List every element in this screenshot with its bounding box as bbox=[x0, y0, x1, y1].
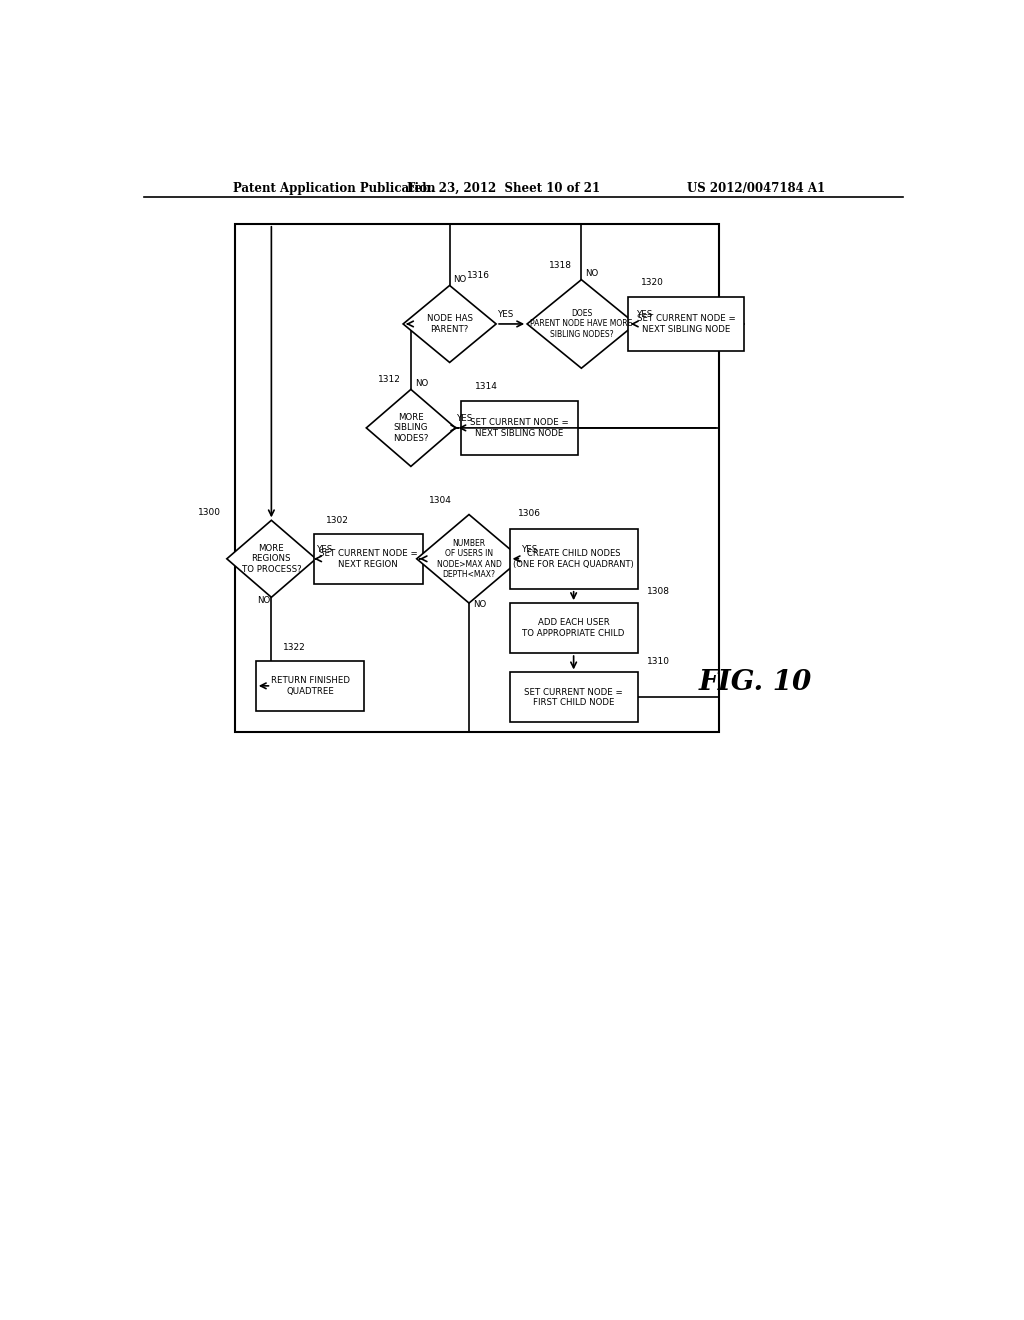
Polygon shape bbox=[226, 520, 316, 598]
FancyBboxPatch shape bbox=[256, 661, 365, 711]
Text: YES: YES bbox=[498, 310, 514, 319]
FancyBboxPatch shape bbox=[510, 672, 638, 722]
FancyBboxPatch shape bbox=[461, 401, 578, 455]
FancyBboxPatch shape bbox=[510, 529, 638, 589]
FancyBboxPatch shape bbox=[628, 297, 744, 351]
Text: 1304: 1304 bbox=[429, 496, 452, 506]
Text: 1316: 1316 bbox=[467, 271, 489, 280]
Text: NODE HAS
PARENT?: NODE HAS PARENT? bbox=[427, 314, 473, 334]
Text: SET CURRENT NODE =
NEXT SIBLING NODE: SET CURRENT NODE = NEXT SIBLING NODE bbox=[470, 418, 568, 438]
Text: NO: NO bbox=[415, 379, 428, 388]
Text: NUMBER
OF USERS IN
NODE>MAX AND
DEPTH<MAX?: NUMBER OF USERS IN NODE>MAX AND DEPTH<MA… bbox=[436, 539, 502, 579]
Text: YES: YES bbox=[457, 414, 473, 422]
Text: DOES
PARENT NODE HAVE MORE
SIBLING NODES?: DOES PARENT NODE HAVE MORE SIBLING NODES… bbox=[530, 309, 633, 339]
Text: SET CURRENT NODE =
FIRST CHILD NODE: SET CURRENT NODE = FIRST CHILD NODE bbox=[524, 688, 623, 708]
Text: Feb. 23, 2012  Sheet 10 of 21: Feb. 23, 2012 Sheet 10 of 21 bbox=[408, 182, 600, 194]
FancyBboxPatch shape bbox=[510, 603, 638, 653]
Text: SET CURRENT NODE =
NEXT SIBLING NODE: SET CURRENT NODE = NEXT SIBLING NODE bbox=[637, 314, 735, 334]
Text: ADD EACH USER
TO APPROPRIATE CHILD: ADD EACH USER TO APPROPRIATE CHILD bbox=[522, 618, 625, 638]
Text: 1308: 1308 bbox=[647, 587, 671, 597]
Text: NO: NO bbox=[586, 269, 598, 279]
Polygon shape bbox=[417, 515, 521, 603]
Text: 1322: 1322 bbox=[283, 643, 306, 652]
Text: 1314: 1314 bbox=[475, 383, 498, 392]
Text: 1300: 1300 bbox=[198, 508, 221, 517]
Text: RETURN FINISHED
QUADTREE: RETURN FINISHED QUADTREE bbox=[270, 676, 349, 696]
Text: CREATE CHILD NODES
(ONE FOR EACH QUADRANT): CREATE CHILD NODES (ONE FOR EACH QUADRAN… bbox=[513, 549, 634, 569]
Text: 1302: 1302 bbox=[326, 516, 348, 524]
Text: MORE
REGIONS
TO PROCESS?: MORE REGIONS TO PROCESS? bbox=[242, 544, 301, 574]
Text: YES: YES bbox=[317, 545, 334, 554]
Text: 1320: 1320 bbox=[641, 279, 664, 288]
Text: 1310: 1310 bbox=[647, 656, 671, 665]
FancyBboxPatch shape bbox=[314, 533, 423, 583]
Text: 1312: 1312 bbox=[378, 375, 401, 384]
Text: SET CURRENT NODE =
NEXT REGION: SET CURRENT NODE = NEXT REGION bbox=[318, 549, 418, 569]
Text: YES: YES bbox=[521, 545, 538, 554]
Text: 1306: 1306 bbox=[518, 510, 541, 519]
Text: YES: YES bbox=[637, 310, 653, 319]
Text: NO: NO bbox=[454, 275, 467, 284]
Polygon shape bbox=[367, 389, 456, 466]
Text: FIG. 10: FIG. 10 bbox=[699, 668, 812, 696]
Text: 1318: 1318 bbox=[549, 261, 571, 269]
Text: NO: NO bbox=[473, 601, 486, 610]
Polygon shape bbox=[527, 280, 636, 368]
Text: Patent Application Publication: Patent Application Publication bbox=[232, 182, 435, 194]
Polygon shape bbox=[403, 285, 496, 363]
Text: US 2012/0047184 A1: US 2012/0047184 A1 bbox=[687, 182, 825, 194]
Text: MORE
SIBLING
NODES?: MORE SIBLING NODES? bbox=[393, 413, 429, 442]
Text: NO: NO bbox=[257, 597, 270, 606]
